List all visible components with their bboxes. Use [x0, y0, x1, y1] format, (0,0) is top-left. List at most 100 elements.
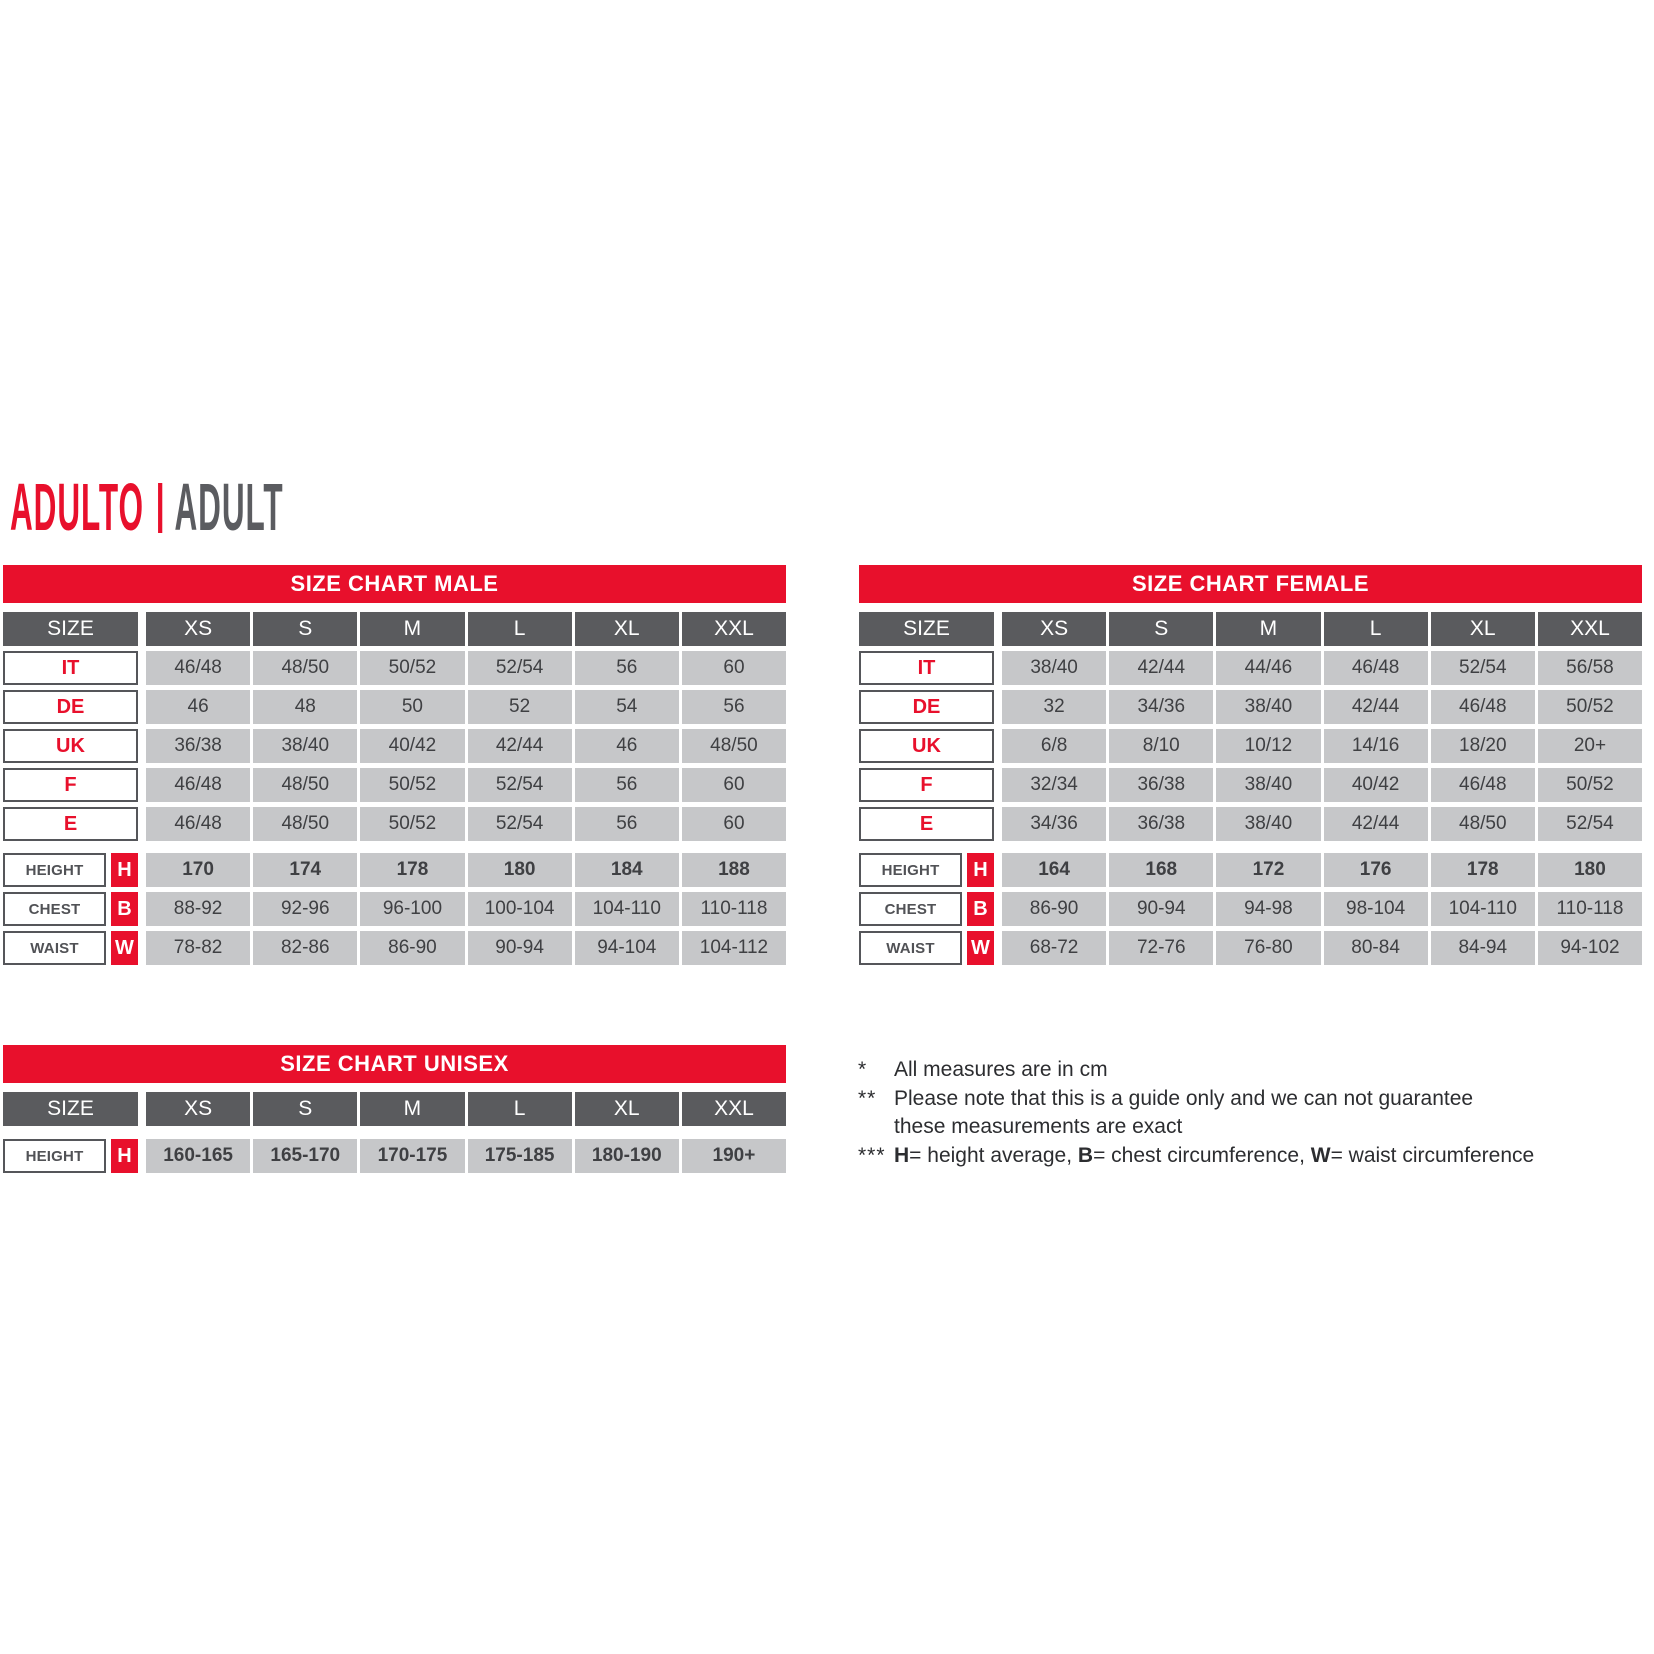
region-row-e: E 46/48 48/50 50/52 52/54 56 60	[3, 807, 787, 841]
measure-cell: 104-110	[1430, 892, 1535, 926]
region-cell: 46	[574, 729, 679, 763]
footnote-text: All measures are in cm	[894, 1056, 1650, 1085]
region-cell: 18/20	[1430, 729, 1535, 763]
footnote-segment: = waist circumference	[1330, 1143, 1535, 1167]
size-chart-male-grid: SIZE XS S M L XL XXL IT 46/48 48/50 50/52 52/54 56 60…	[3, 612, 787, 965]
measure-cell: 168	[1109, 853, 1214, 887]
measure-cell: 104-110	[574, 892, 679, 926]
region-label-zone: E	[3, 807, 138, 841]
column-header-cell: XS	[146, 612, 251, 646]
size-chart-unisex-title: SIZE CHART UNISEX	[3, 1045, 786, 1083]
measure-label-zone: HEIGHT H	[3, 1139, 138, 1173]
region-cell: 38/40	[253, 729, 358, 763]
region-cell: 36/38	[1109, 807, 1214, 841]
measure-cell: 170-175	[360, 1139, 465, 1173]
measure-cell: 78-82	[146, 931, 251, 965]
region-cells: 6/8 8/10 10/12 14/16 18/20 20+	[1002, 729, 1643, 763]
size-chart-unisex-table: SIZE CHART UNISEX SIZE XS S M L XL XXL HEIGHT H 1…	[3, 1045, 787, 1173]
measure-cell: 100-104	[467, 892, 572, 926]
measure-cell: 110-118	[681, 892, 787, 926]
footnote-segment: = chest circumference,	[1093, 1143, 1311, 1167]
size-label-zone: SIZE	[3, 612, 138, 646]
measure-cell: 160-165	[146, 1139, 251, 1173]
region-cells: 32/34 36/38 38/40 40/42 46/48 50/52	[1002, 768, 1643, 802]
column-header-cells: XS S M L XL XXL	[1002, 612, 1643, 646]
region-cell: 46/48	[1430, 768, 1535, 802]
region-cell: 40/42	[360, 729, 465, 763]
measure-row-waist: WAIST W 78-82 82-86 86-90 90-94 94-104 104-112	[3, 931, 787, 965]
region-cell: 36/38	[1109, 768, 1214, 802]
measure-row-height: HEIGHT H 164 168 172 176 178 180	[859, 853, 1643, 887]
measure-cell: 84-94	[1430, 931, 1535, 965]
region-cells: 36/38 38/40 40/42 42/44 46 48/50	[146, 729, 787, 763]
measure-cell: 175-185	[467, 1139, 572, 1173]
region-cells: 32 34/36 38/40 42/44 46/48 50/52	[1002, 690, 1643, 724]
region-label-zone: F	[859, 768, 994, 802]
region-cell: 60	[681, 768, 787, 802]
measure-cells: 78-82 82-86 86-90 90-94 94-104 104-112	[146, 931, 787, 965]
measure-cells: 170 174 178 180 184 188	[146, 853, 787, 887]
region-row-de: DE 46 48 50 52 54 56	[3, 690, 787, 724]
measure-key-b: B	[111, 892, 138, 926]
size-chart-female-title: SIZE CHART FEMALE	[859, 565, 1642, 603]
region-cell: 38/40	[1216, 690, 1321, 724]
region-cell: 46/48	[1323, 651, 1428, 685]
footnote-marker: *	[858, 1058, 868, 1081]
region-cell: 46	[146, 690, 251, 724]
region-label: IT	[3, 651, 138, 685]
region-cells: 34/36 36/38 38/40 42/44 48/50 52/54	[1002, 807, 1643, 841]
column-header-cells: XS S M L XL XXL	[146, 1092, 787, 1126]
region-cell: 36/38	[146, 729, 251, 763]
measure-cell: 170	[146, 853, 251, 887]
column-header-cell: S	[253, 1092, 358, 1126]
region-cell: 48/50	[253, 651, 358, 685]
region-label-zone: UK	[859, 729, 994, 763]
region-cell: 52	[467, 690, 572, 724]
footnote-key: H	[894, 1143, 910, 1167]
measure-cell: 172	[1216, 853, 1321, 887]
region-cell: 46/48	[146, 651, 251, 685]
region-cell: 38/40	[1216, 768, 1321, 802]
footnote-marker	[858, 1113, 894, 1142]
region-cells: 46/48 48/50 50/52 52/54 56 60	[146, 651, 787, 685]
measure-key-h: H	[111, 853, 138, 887]
size-chart-female-grid: SIZE XS S M L XL XXL IT 38/40 42/44 44/46 46/48 52/5…	[859, 612, 1643, 965]
measure-cell: 184	[574, 853, 679, 887]
region-cell: 40/42	[1323, 768, 1428, 802]
measure-cell: 76-80	[1216, 931, 1321, 965]
measure-label-zone: WAIST W	[859, 931, 994, 965]
measure-cell: 180	[467, 853, 572, 887]
column-header-row: SIZE XS S M L XL XXL	[3, 612, 787, 646]
region-cell: 34/36	[1002, 807, 1107, 841]
region-cells: 38/40 42/44 44/46 46/48 52/54 56/58	[1002, 651, 1643, 685]
footnote-marker: **	[858, 1086, 877, 1110]
measure-cell: 178	[360, 853, 465, 887]
region-label-zone: IT	[3, 651, 138, 685]
region-cell: 56	[574, 651, 679, 685]
column-header-cell: XS	[146, 1092, 251, 1126]
region-cells: 46 48 50 52 54 56	[146, 690, 787, 724]
measure-cell: 90-94	[467, 931, 572, 965]
region-label-zone: DE	[3, 690, 138, 724]
measure-cell: 96-100	[360, 892, 465, 926]
region-row-uk: UK 6/8 8/10 10/12 14/16 18/20 20+	[859, 729, 1643, 763]
region-cell: 42/44	[467, 729, 572, 763]
measure-cell: 165-170	[253, 1139, 358, 1173]
column-header-row: SIZE XS S M L XL XXL	[3, 1092, 787, 1126]
column-header-cell: XXL	[1537, 612, 1643, 646]
region-cell: 52/54	[467, 768, 572, 802]
measure-cell: 98-104	[1323, 892, 1428, 926]
column-header-cell: M	[360, 1092, 465, 1126]
region-cell: 50/52	[360, 807, 465, 841]
measure-cell: 104-112	[681, 931, 787, 965]
region-cell: 38/40	[1216, 807, 1321, 841]
size-label-zone: SIZE	[3, 1092, 138, 1126]
footnote-segment: = height average,	[909, 1143, 1078, 1167]
region-cell: 50/52	[1537, 690, 1643, 724]
measure-cells: 160-165 165-170 170-175 175-185 180-190 190+	[146, 1139, 787, 1173]
column-header-cell: XL	[574, 612, 679, 646]
measure-label-zone: CHEST B	[3, 892, 138, 926]
measure-cell: 188	[681, 853, 787, 887]
measure-cell: 174	[253, 853, 358, 887]
size-chart-unisex-grid: SIZE XS S M L XL XXL HEIGHT H 160-165 165-170 170-1…	[3, 1092, 787, 1173]
